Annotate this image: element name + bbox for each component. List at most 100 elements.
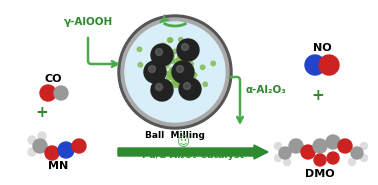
Circle shape — [151, 79, 173, 101]
Circle shape — [166, 76, 171, 80]
Circle shape — [183, 83, 191, 90]
Circle shape — [138, 63, 143, 67]
Circle shape — [361, 142, 367, 149]
Circle shape — [28, 136, 36, 144]
Circle shape — [170, 71, 174, 76]
Circle shape — [173, 49, 177, 54]
Circle shape — [125, 22, 225, 122]
Circle shape — [137, 47, 142, 52]
Circle shape — [164, 63, 169, 68]
Circle shape — [327, 152, 339, 164]
Circle shape — [166, 71, 171, 76]
Circle shape — [319, 55, 339, 75]
Circle shape — [158, 79, 162, 83]
Circle shape — [154, 79, 159, 83]
Circle shape — [158, 72, 162, 76]
Text: +: + — [36, 105, 48, 120]
Circle shape — [179, 78, 201, 100]
Text: DMO: DMO — [305, 169, 335, 179]
Circle shape — [158, 69, 163, 73]
Text: Ball  Milling: Ball Milling — [145, 131, 205, 140]
Circle shape — [175, 80, 179, 85]
Circle shape — [174, 83, 178, 88]
Circle shape — [172, 61, 194, 83]
Circle shape — [171, 69, 176, 73]
Circle shape — [200, 65, 205, 70]
Circle shape — [178, 67, 182, 71]
Circle shape — [178, 66, 183, 71]
Circle shape — [177, 83, 181, 87]
Circle shape — [305, 55, 325, 75]
Circle shape — [170, 55, 174, 59]
Circle shape — [174, 63, 179, 67]
Circle shape — [155, 83, 163, 90]
Circle shape — [168, 82, 172, 86]
Circle shape — [186, 70, 190, 75]
Circle shape — [175, 62, 180, 66]
Text: CO: CO — [44, 74, 62, 84]
Circle shape — [38, 132, 46, 140]
Circle shape — [175, 74, 180, 79]
Circle shape — [172, 68, 176, 73]
Circle shape — [161, 43, 166, 47]
Circle shape — [146, 70, 150, 74]
Circle shape — [172, 71, 176, 75]
Circle shape — [361, 154, 367, 162]
Circle shape — [177, 39, 199, 61]
Circle shape — [174, 59, 178, 64]
Circle shape — [45, 146, 59, 160]
Circle shape — [149, 65, 155, 73]
Circle shape — [175, 76, 180, 80]
Circle shape — [326, 135, 340, 149]
Circle shape — [172, 71, 177, 75]
Circle shape — [180, 56, 184, 61]
Circle shape — [159, 47, 163, 51]
Text: +: + — [311, 88, 324, 102]
Circle shape — [72, 139, 86, 153]
Circle shape — [351, 147, 363, 159]
Circle shape — [159, 51, 164, 55]
Circle shape — [173, 70, 177, 75]
Circle shape — [284, 159, 291, 166]
Circle shape — [155, 48, 163, 55]
Circle shape — [274, 142, 282, 149]
Circle shape — [211, 61, 215, 66]
Circle shape — [171, 70, 175, 74]
Circle shape — [168, 73, 172, 77]
Circle shape — [147, 70, 152, 74]
Circle shape — [178, 38, 183, 42]
Circle shape — [349, 159, 355, 166]
Circle shape — [170, 68, 174, 72]
Circle shape — [177, 65, 183, 73]
Circle shape — [168, 51, 172, 55]
Circle shape — [183, 47, 187, 51]
Text: Pd/α-Al₂O₃ Catalyst: Pd/α-Al₂O₃ Catalyst — [142, 151, 244, 159]
Circle shape — [169, 52, 174, 57]
Circle shape — [170, 75, 175, 79]
Circle shape — [151, 44, 173, 66]
Circle shape — [166, 87, 171, 91]
Circle shape — [173, 70, 177, 74]
Circle shape — [313, 139, 327, 153]
Circle shape — [58, 142, 74, 158]
Circle shape — [118, 15, 232, 129]
Circle shape — [161, 67, 165, 72]
Circle shape — [144, 61, 166, 83]
Circle shape — [121, 18, 229, 126]
FancyArrow shape — [118, 145, 268, 159]
Circle shape — [301, 145, 315, 159]
Circle shape — [179, 57, 184, 62]
Circle shape — [167, 60, 171, 65]
Circle shape — [177, 55, 182, 59]
Circle shape — [182, 89, 186, 94]
Circle shape — [168, 38, 173, 42]
Circle shape — [172, 77, 176, 81]
Circle shape — [178, 75, 183, 79]
Circle shape — [180, 68, 184, 72]
Circle shape — [194, 80, 198, 85]
Text: α-Al₂O₃: α-Al₂O₃ — [246, 85, 287, 95]
Circle shape — [174, 67, 178, 72]
Circle shape — [179, 71, 184, 75]
Circle shape — [279, 147, 291, 159]
Circle shape — [170, 59, 175, 63]
